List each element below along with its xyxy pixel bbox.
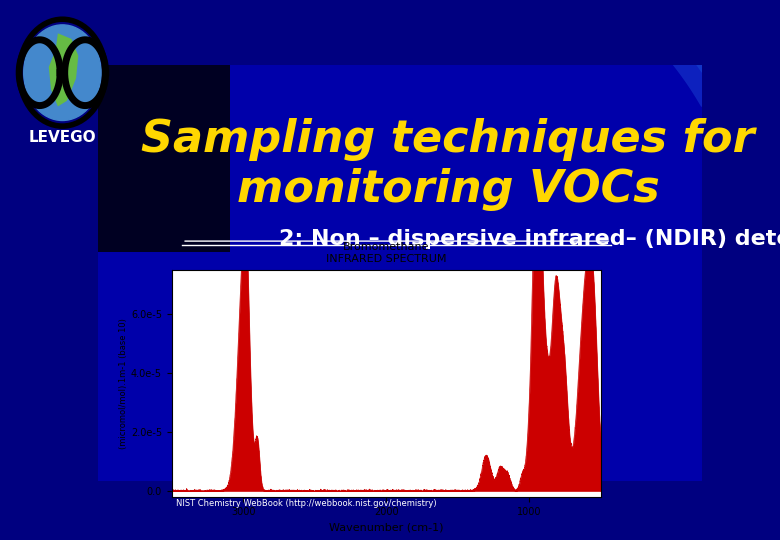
Title: Bromomethane
INFRARED SPECTRUM: Bromomethane INFRARED SPECTRUM [326, 242, 446, 264]
Y-axis label: (micromol/mol).1m-1 (base 10): (micromol/mol).1m-1 (base 10) [119, 318, 128, 449]
Text: 2: Non – dispersive infrared– (NDIR) detection: 2: Non – dispersive infrared– (NDIR) det… [279, 230, 780, 249]
Polygon shape [48, 33, 78, 106]
Text: monitoring VOCs: monitoring VOCs [237, 168, 659, 211]
Text: Sampling techniques for: Sampling techniques for [141, 118, 755, 161]
Text: NIST Chemistry WebBook (http://webbook.nist.gov/chemistry): NIST Chemistry WebBook (http://webbook.n… [176, 500, 436, 509]
Circle shape [23, 25, 101, 120]
Polygon shape [98, 65, 231, 252]
X-axis label: Wavenumber (cm-1): Wavenumber (cm-1) [329, 522, 443, 532]
Text: LEVEGO: LEVEGO [29, 130, 96, 145]
FancyBboxPatch shape [98, 65, 702, 481]
